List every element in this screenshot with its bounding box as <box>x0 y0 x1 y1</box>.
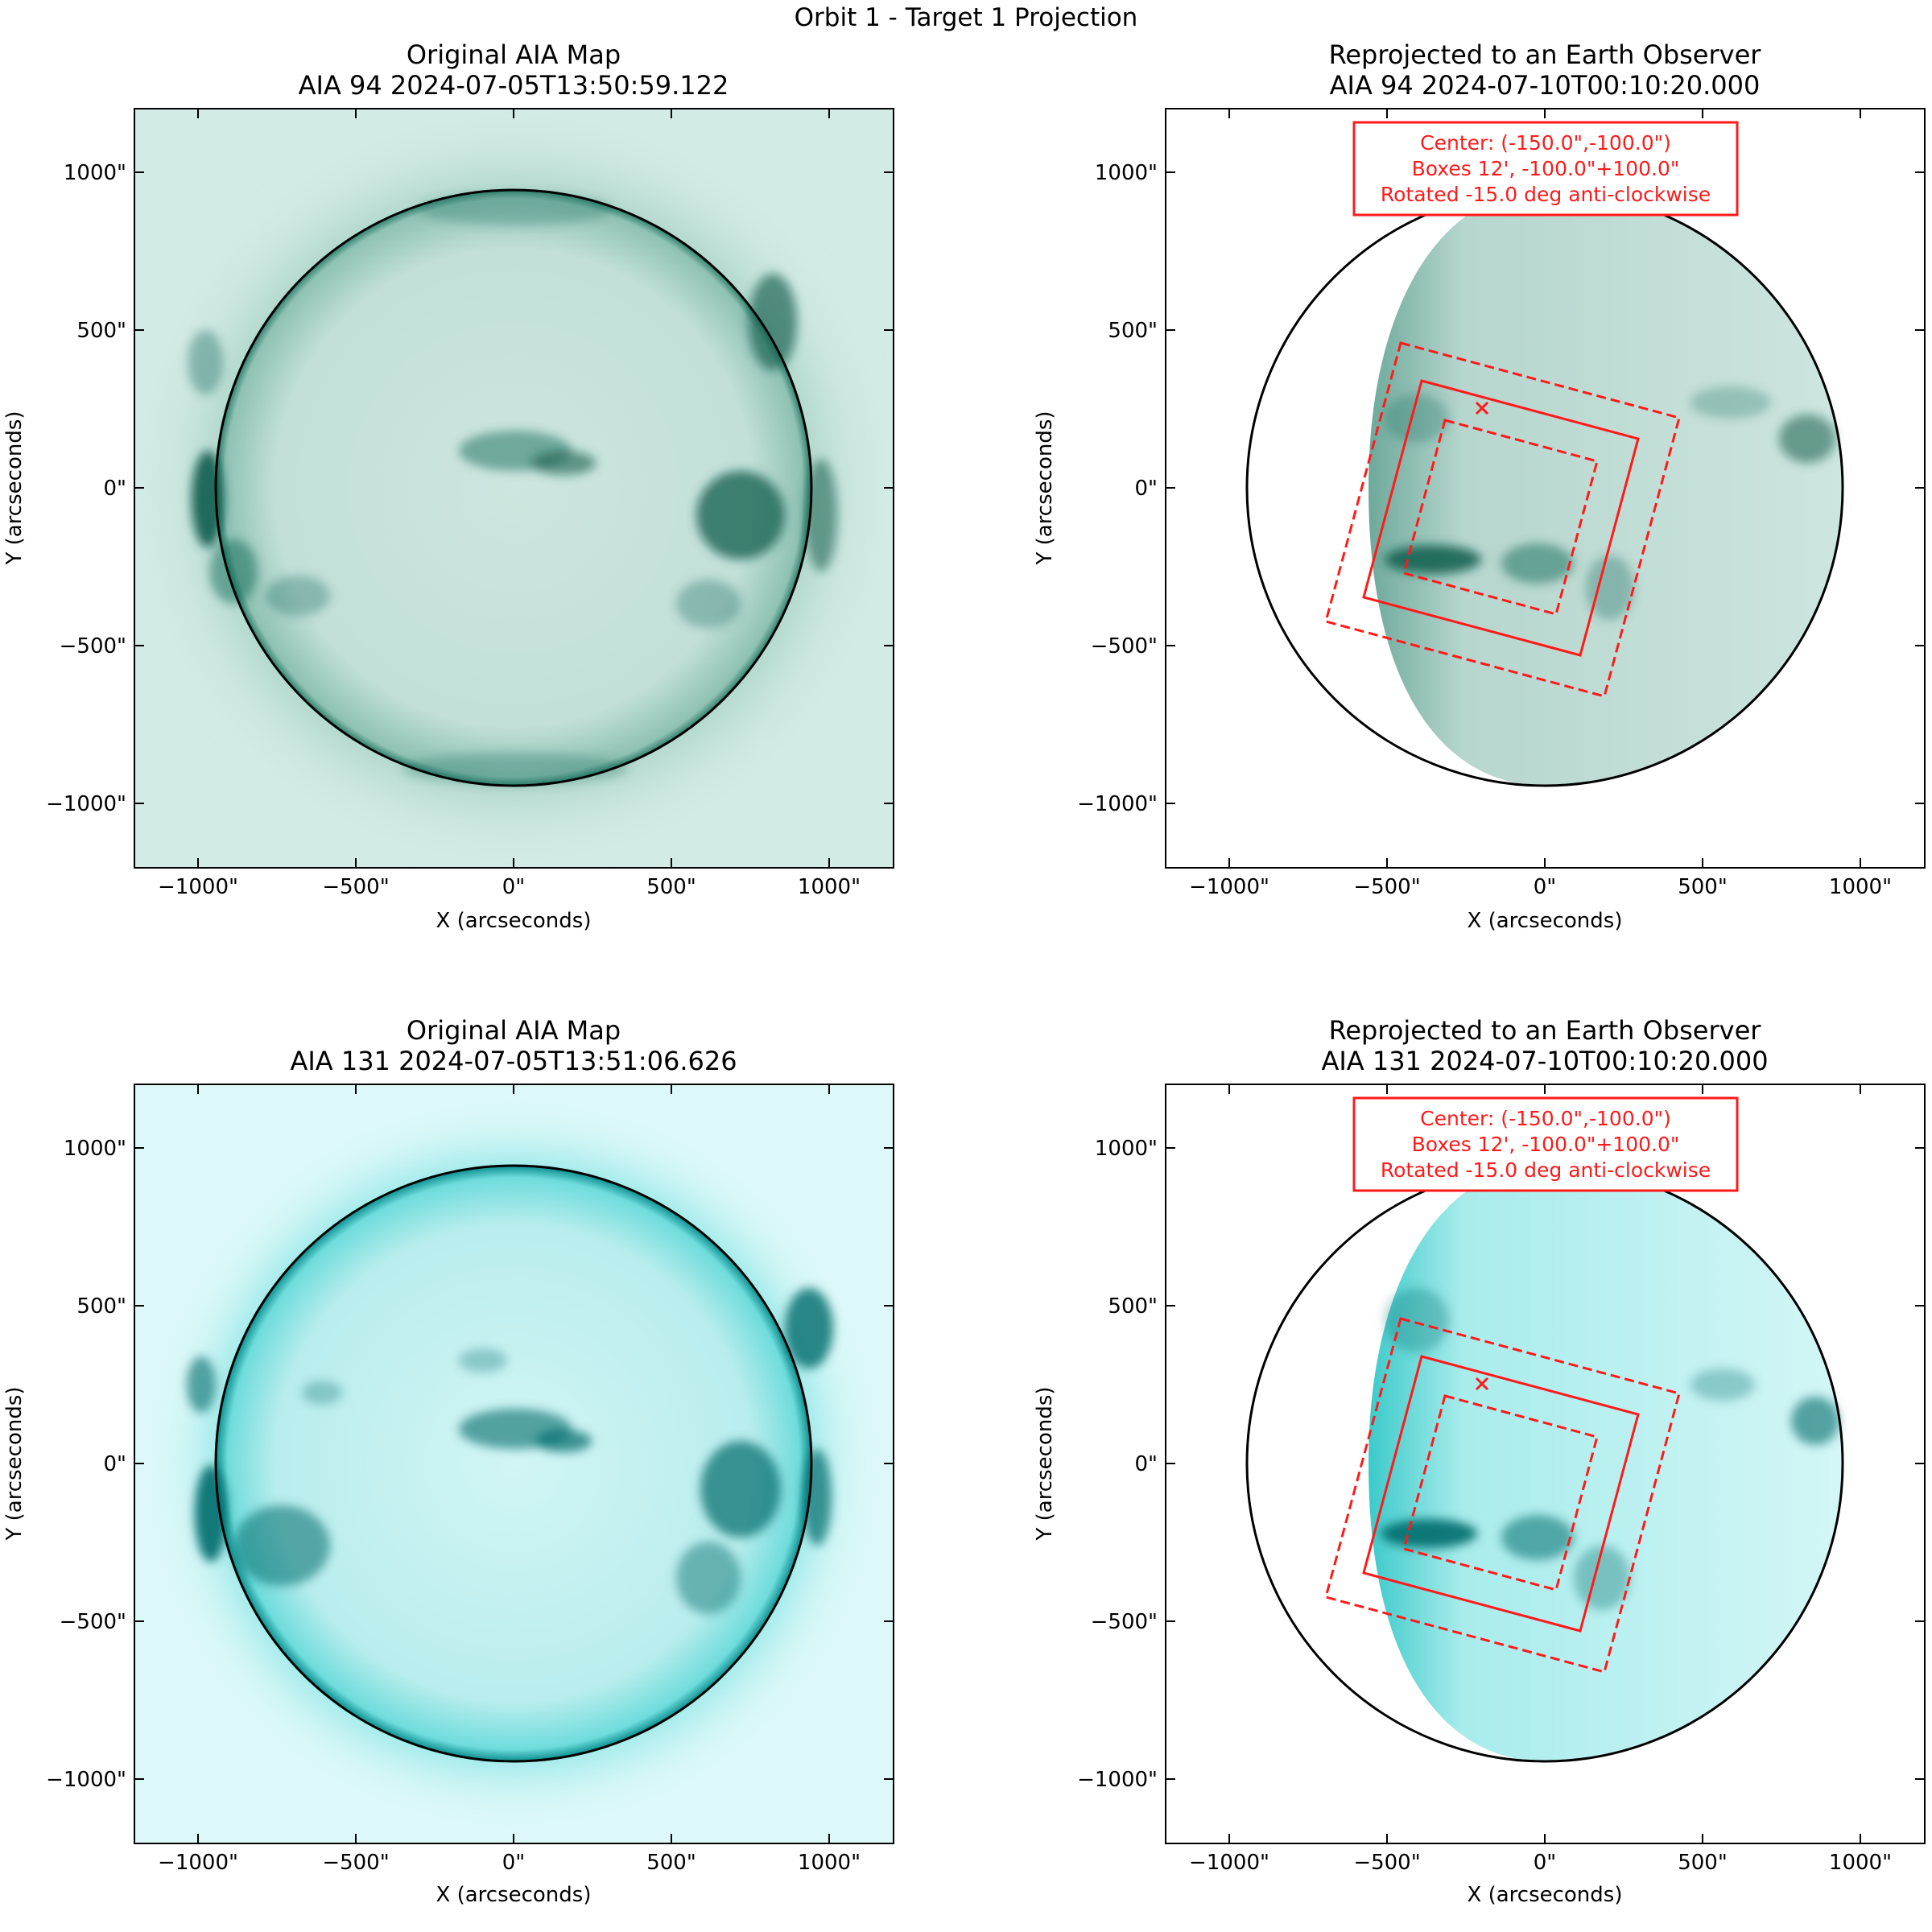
panel-title-line2: AIA 94 2024-07-05T13:50:59.122 <box>299 70 729 101</box>
panel-title-line1: Reprojected to an Earth Observer <box>1329 39 1762 70</box>
annotation-line: Boxes 12', -100.0"+100.0" <box>1412 157 1680 180</box>
y-tick-label: −500" <box>60 1610 126 1634</box>
x-tick-label: 500" <box>646 875 696 899</box>
y-tick-label: 0" <box>103 1452 126 1476</box>
x-tick-label: 1000" <box>798 1851 861 1875</box>
field-of-view-boxes <box>1324 341 1681 698</box>
y-tick-label: 0" <box>103 477 126 501</box>
x-tick-label: −500" <box>1353 1851 1420 1875</box>
y-tick-label: −500" <box>1091 1610 1158 1634</box>
x-tick-label: 500" <box>1678 1851 1728 1875</box>
fov-box-solid <box>1362 379 1640 657</box>
y-tick-label: −500" <box>60 634 126 658</box>
x-axis-label: X (arcseconds) <box>1468 909 1623 933</box>
x-tick-label: −1000" <box>1189 1851 1269 1875</box>
target-center-marker <box>1475 401 1489 415</box>
solar-image-aia94-reprojected <box>1166 109 1925 868</box>
x-tick-label: 1000" <box>1829 875 1892 899</box>
y-axis-label: Y (arcseconds) <box>2 1386 27 1541</box>
annotation-line: Center: (-150.0",-100.0") <box>1420 131 1671 155</box>
y-tick-label: 500" <box>76 319 126 343</box>
fov-box-dashed-outer <box>1324 1317 1681 1674</box>
y-axis-label: Y (arcseconds) <box>2 411 27 565</box>
y-tick-label: 1000" <box>1095 1137 1158 1161</box>
x-tick-label: −1000" <box>158 875 238 899</box>
x-tick-label: 0" <box>502 1851 526 1875</box>
axis-frame <box>134 108 894 869</box>
y-axis-label: Y (arcseconds) <box>1033 1386 1057 1541</box>
target-center-marker <box>1475 1377 1489 1391</box>
x-axis-label: X (arcseconds) <box>1468 1883 1623 1907</box>
y-axis-label: Y (arcseconds) <box>1033 411 1057 565</box>
panel-aia94-original: Original AIA Map AIA 94 2024-07-05T13:50… <box>2 39 894 933</box>
solar-limb <box>214 188 813 787</box>
y-tick-label: 1000" <box>64 1137 126 1161</box>
y-tick-label: −1000" <box>46 1768 126 1792</box>
fov-box-dashed-inner <box>1402 419 1599 616</box>
x-tick-label: 0" <box>1534 875 1557 899</box>
y-tick-label: −1000" <box>46 792 126 816</box>
x-axis-label: X (arcseconds) <box>436 909 592 933</box>
panel-aia94-reprojected: Reprojected to an Earth Observer AIA 94 … <box>1033 39 1926 933</box>
fov-box-dashed-outer <box>1324 341 1681 698</box>
y-tick-label: −1000" <box>1077 792 1158 816</box>
x-axis-label: X (arcseconds) <box>436 1883 592 1907</box>
x-tick-label: 1000" <box>798 875 861 899</box>
y-tick-label: 500" <box>76 1294 126 1319</box>
panel-title-line2: AIA 131 2024-07-05T13:51:06.626 <box>290 1046 737 1076</box>
y-tick-label: 1000" <box>1095 161 1158 185</box>
y-tick-label: −500" <box>1091 634 1158 658</box>
x-tick-label: 500" <box>646 1851 696 1875</box>
annotation-box: Center: (-150.0",-100.0") Boxes 12', -10… <box>1352 1096 1739 1192</box>
axis-frame <box>1165 1084 1926 1844</box>
annotation-line: Boxes 12', -100.0"+100.0" <box>1412 1133 1680 1156</box>
solar-image-aia131-reprojected <box>1166 1084 1925 1843</box>
solar-limb <box>214 1164 813 1763</box>
fov-box-dashed-inner <box>1402 1394 1599 1591</box>
panel-title-line1: Reprojected to an Earth Observer <box>1329 1015 1762 1046</box>
figure-suptitle: Orbit 1 - Target 1 Projection <box>795 3 1138 32</box>
y-tick-label: 500" <box>1108 319 1158 343</box>
x-tick-label: −500" <box>322 1851 389 1875</box>
x-tick-label: 500" <box>1678 875 1728 899</box>
annotation-line: Rotated -15.0 deg anti-clockwise <box>1381 183 1711 206</box>
fov-box-solid <box>1362 1355 1640 1633</box>
x-tick-label: −1000" <box>158 1851 238 1875</box>
axis-frame <box>134 1084 894 1844</box>
axis-frame <box>1165 108 1926 869</box>
panel-title-line1: Original AIA Map <box>407 39 621 70</box>
panel-aia131-reprojected: Reprojected to an Earth Observer AIA 131… <box>1033 1015 1926 1907</box>
panel-title-line2: AIA 131 2024-07-10T00:10:20.000 <box>1321 1046 1768 1076</box>
y-tick-label: 500" <box>1108 1294 1158 1319</box>
field-of-view-boxes <box>1324 1317 1681 1674</box>
panel-title-line1: Original AIA Map <box>407 1015 621 1046</box>
y-tick-label: 0" <box>1134 1452 1158 1476</box>
y-tick-label: 1000" <box>64 161 126 185</box>
annotation-box: Center: (-150.0",-100.0") Boxes 12', -10… <box>1352 121 1739 217</box>
y-tick-label: 0" <box>1134 477 1158 501</box>
annotation-line: Rotated -15.0 deg anti-clockwise <box>1381 1158 1711 1182</box>
solar-image-aia131 <box>134 1084 894 1843</box>
x-tick-label: 0" <box>1534 1851 1557 1875</box>
annotation-line: Center: (-150.0",-100.0") <box>1420 1107 1671 1130</box>
panel-aia131-original: Original AIA Map AIA 131 2024-07-05T13:5… <box>2 1015 894 1907</box>
solar-image-aia94 <box>134 109 894 868</box>
x-tick-label: 0" <box>502 875 526 899</box>
y-tick-label: −1000" <box>1077 1768 1158 1792</box>
x-tick-label: 1000" <box>1829 1851 1892 1875</box>
x-tick-label: −1000" <box>1189 875 1269 899</box>
panel-title-line2: AIA 94 2024-07-10T00:10:20.000 <box>1330 70 1761 101</box>
x-tick-label: −500" <box>1353 875 1420 899</box>
x-tick-label: −500" <box>322 875 389 899</box>
